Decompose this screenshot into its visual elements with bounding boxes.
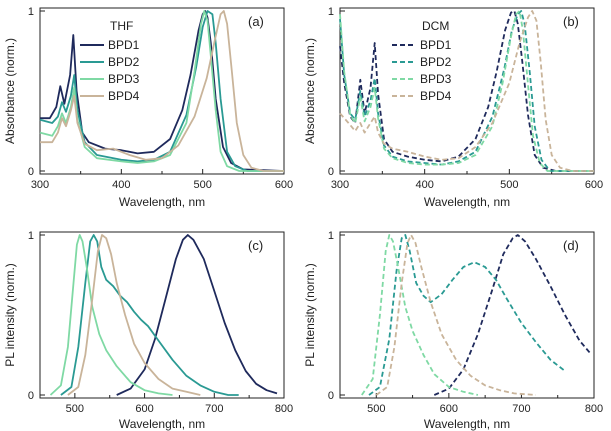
panel-b-xtick-label-300: 300	[331, 179, 349, 191]
panel-d-frame	[339, 231, 595, 399]
panel-d-xtick-label-500: 500	[367, 403, 385, 415]
legend-entry-dcm-bpd1: BPD1	[392, 38, 452, 52]
panel-d-xlabel: Wavelength, nm	[424, 417, 510, 431]
legend-label-bpd2: BPD2	[108, 55, 140, 69]
panel-b-series-bpd3	[339, 10, 594, 172]
legend-entry-dcm-bpd3: BPD3	[392, 72, 452, 86]
panel-a-legend: THF BPD1 BPD2 BPD3 BPD4	[80, 19, 140, 103]
panel-b-legend: DCM BPD1 BPD2 BPD3 BPD4	[392, 19, 452, 103]
panel-d-tag: (d)	[563, 238, 579, 253]
panel-b-ticks: 300 400 500 600 0 1	[328, 6, 603, 191]
panel-b: 300 400 500 600 0 1 DCM BPD1 BPD2 BPD3 BPD4 (…	[303, 6, 603, 209]
panel-d-ytick-label-1: 1	[328, 230, 334, 242]
panel-d-ytick-label-0: 0	[328, 390, 334, 402]
legend-label-bpd3: BPD3	[108, 72, 140, 86]
panel-b-ytick-label-1: 1	[328, 6, 334, 18]
panel-c-ytick-label-1: 1	[28, 230, 34, 242]
panel-a-series-bpd3	[39, 10, 284, 172]
legend-entry-bpd3: BPD3	[80, 72, 140, 86]
panel-d-ylabel: PL intensity (norm.)	[303, 263, 317, 367]
panel-c-series-bpd1	[116, 234, 278, 396]
panel-c-series-bpd4	[67, 234, 201, 396]
legend-entry-bpd1: BPD1	[80, 38, 140, 52]
legend-label-bpd4: BPD4	[108, 89, 140, 103]
panel-a-legend-title: THF	[110, 19, 133, 33]
panel-b-series-bpd1	[339, 10, 594, 172]
panel-c-ylabel: PL intensity (norm.)	[3, 263, 17, 367]
panel-a-xtick-label-600: 600	[275, 179, 293, 191]
panel-b-xtick-label-500: 500	[500, 179, 518, 191]
panel-c-xlabel: Wavelength, nm	[119, 417, 205, 431]
panel-b-tag: (b)	[563, 14, 579, 29]
panel-b-ytick-label-0: 0	[328, 166, 334, 178]
panel-d-series-bpd4	[375, 234, 536, 396]
panel-d-xtick-label-800: 800	[585, 403, 603, 415]
legend-entry-bpd4: BPD4	[80, 89, 140, 103]
panel-d-series-bpd1	[433, 234, 592, 396]
panel-a-xtick-label-400: 400	[112, 179, 130, 191]
panel-a-xtick-label-500: 500	[193, 179, 211, 191]
panel-d-xtick-label-700: 700	[512, 403, 530, 415]
legend-label-dcm-bpd2: BPD2	[420, 55, 452, 69]
panel-c-series-bpd2	[60, 234, 239, 396]
panel-a-tag: (a)	[248, 14, 264, 29]
panel-c-series	[49, 234, 278, 396]
legend-label-dcm-bpd1: BPD1	[420, 38, 452, 52]
panel-b-ylabel: Absorbance (norm.)	[303, 38, 317, 144]
panel-b-xtick-label-400: 400	[415, 179, 433, 191]
panel-a-xtick-label-300: 300	[31, 179, 49, 191]
legend-label-dcm-bpd3: BPD3	[420, 72, 452, 86]
panel-a-series-bpd1	[40, 10, 285, 172]
panel-c-tag: (c)	[248, 238, 263, 253]
panel-d-series-bpd2	[368, 234, 566, 396]
panel-d: 500 600 700 800 0 1 (d) Wavelength, nm PL int…	[303, 230, 603, 431]
panel-a-series-bpd4	[40, 10, 284, 172]
panel-a-xlabel: Wavelength, nm	[119, 195, 205, 209]
legend-entry-bpd2: BPD2	[80, 55, 140, 69]
legend-entry-dcm-bpd2: BPD2	[392, 55, 452, 69]
panel-c-xtick-label-800: 800	[275, 403, 293, 415]
panel-a-ticks: 300 400 500 600 0 1	[28, 6, 293, 191]
legend-entry-dcm-bpd4: BPD4	[392, 89, 452, 103]
panel-a: 300 400 500 600 0 1 THF BPD1 BPD2 BPD3 BPD4 (…	[3, 6, 293, 209]
panel-d-ticks: 500 600 700 800 0 1	[328, 230, 603, 415]
panel-a-ytick-label-0: 0	[28, 166, 34, 178]
panel-b-xlabel: Wavelength, nm	[424, 195, 510, 209]
panel-c-frame	[39, 231, 285, 399]
panel-c-xtick-label-600: 600	[135, 403, 153, 415]
panel-b-series	[339, 10, 594, 172]
panel-a-ylabel: Absorbance (norm.)	[3, 38, 17, 144]
panel-b-series-bpd4	[339, 10, 594, 172]
panel-d-xtick-label-600: 600	[440, 403, 458, 415]
panel-b-legend-title: DCM	[422, 19, 449, 33]
panel-c-xtick-label-700: 700	[205, 403, 223, 415]
legend-label-dcm-bpd4: BPD4	[420, 89, 452, 103]
panel-a-ytick-label-1: 1	[28, 6, 34, 18]
panel-a-series	[39, 10, 285, 172]
panel-c-ytick-label-0: 0	[28, 390, 34, 402]
panel-c: 500 600 700 800 0 1 (c) Wavelength, nm PL int…	[3, 230, 293, 431]
panel-c-ticks: 500 600 700 800 0 1	[28, 230, 293, 415]
panel-d-series	[361, 234, 592, 396]
panel-c-series-bpd3	[49, 234, 173, 396]
panel-b-xtick-label-600: 600	[585, 179, 603, 191]
legend-label-bpd1: BPD1	[108, 38, 140, 52]
panel-c-xtick-label-500: 500	[66, 403, 84, 415]
